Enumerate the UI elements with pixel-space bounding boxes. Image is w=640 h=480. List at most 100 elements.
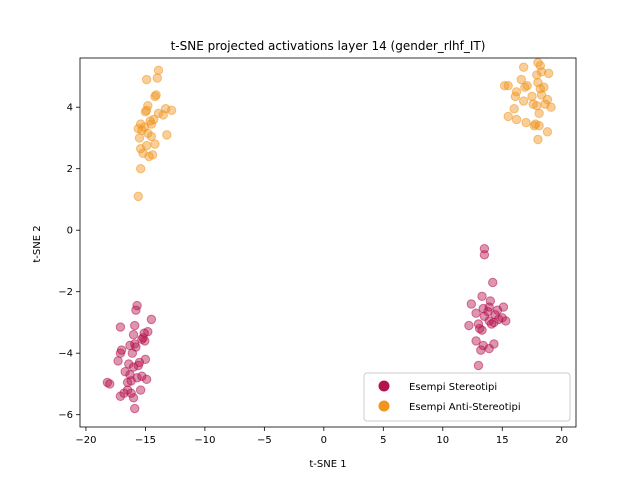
points-layer <box>102 57 556 414</box>
scatter-point-s0-18 <box>113 356 123 366</box>
scatter-point-s0-26 <box>141 374 152 385</box>
scatter-point-s0-67 <box>476 345 486 355</box>
scatter-point-s1-1 <box>141 74 152 85</box>
scatter-point-s1-22 <box>134 133 145 143</box>
x-tick-label-0: −20 <box>75 435 96 446</box>
scatter-point-s0-38 <box>130 403 140 414</box>
scatter-point-s1-11 <box>158 110 168 120</box>
legend-marker-0 <box>378 380 390 392</box>
scatter-point-s0-55 <box>501 316 511 326</box>
scatter-point-s0-22 <box>133 360 143 371</box>
scatter-point-s1-19 <box>143 128 153 139</box>
scatter-point-s0-20 <box>124 359 134 369</box>
x-tick-label-3: −5 <box>257 435 272 446</box>
scatter-point-s1-32 <box>518 62 529 72</box>
scatter-point-s1-54 <box>546 102 556 112</box>
scatter-point-s0-49 <box>471 308 481 318</box>
scatter-point-s0-47 <box>478 303 488 314</box>
scatter-point-s0-40 <box>479 250 490 260</box>
scatter-point-s1-36 <box>532 70 542 80</box>
scatter-point-s0-33 <box>135 385 146 395</box>
scatter-point-s0-36 <box>115 391 126 401</box>
y-tick-label-3: 0 <box>67 226 73 237</box>
scatter-point-s1-58 <box>511 114 522 125</box>
scatter-point-s0-1 <box>131 305 141 315</box>
scatter-point-s1-4 <box>150 91 160 102</box>
scatter-point-s1-64 <box>533 134 543 145</box>
x-tick-label-2: −10 <box>194 435 215 446</box>
scatter-point-s1-59 <box>521 117 531 128</box>
y-tick-label-5: 4 <box>67 103 73 114</box>
scatter-point-s1-56 <box>534 108 544 119</box>
scatter-point-s1-0 <box>153 65 164 76</box>
scatter-point-s0-37 <box>128 393 139 403</box>
scatter-point-s0-63 <box>471 336 481 346</box>
plot-frame <box>79 57 577 428</box>
x-tick-label-5: 5 <box>380 435 386 446</box>
scatter-point-s1-63 <box>542 127 553 137</box>
x-axis-label: t-SNE 1 <box>309 459 346 470</box>
scatter-point-s1-40 <box>499 80 510 91</box>
scatter-point-s1-62 <box>529 120 540 131</box>
scatter-point-s0-16 <box>127 348 138 358</box>
scatter-point-s0-4 <box>115 322 126 332</box>
legend-marker-1 <box>378 400 390 412</box>
scatter-point-s1-9 <box>141 105 152 115</box>
x-tick-label-1: −15 <box>135 435 156 446</box>
scatter-point-s0-32 <box>122 385 133 395</box>
scatter-point-s1-28 <box>147 150 158 160</box>
y-tick-label-1: −4 <box>58 349 73 360</box>
legend: Esempi Stereotipi Esempi Anti-Stereotipi <box>363 372 571 422</box>
scatter-point-s0-62 <box>474 323 485 334</box>
scatter-point-s0-68 <box>473 360 484 371</box>
scatter-point-s0-29 <box>122 377 133 388</box>
scatter-point-s1-30 <box>133 191 143 202</box>
scatter-point-s1-47 <box>527 91 537 102</box>
scatter-point-s1-42 <box>520 82 530 92</box>
x-axis: −20 −15 −10 −5 0 5 10 15 20 <box>75 427 568 446</box>
scatter-point-s0-6 <box>143 326 153 337</box>
scatter-point-s1-49 <box>542 94 553 105</box>
scatter-point-s0-34 <box>119 388 129 398</box>
x-tick-label-4: 0 <box>321 435 327 446</box>
scatter-point-s1-55 <box>509 104 519 114</box>
scatter-point-s0-44 <box>466 299 477 309</box>
x-tick-label-8: 20 <box>555 435 568 446</box>
scatter-point-s0-3 <box>130 320 140 331</box>
scatter-point-s1-57 <box>503 111 513 122</box>
scatter-point-s1-23 <box>150 139 160 149</box>
scatter-point-s0-41 <box>488 277 498 288</box>
scatter-point-s1-50 <box>518 96 529 106</box>
y-axis-label: t-SNE 2 <box>32 225 43 262</box>
scatter-point-s0-14 <box>115 348 126 358</box>
scatter-point-s0-59 <box>464 320 474 331</box>
x-tick-label-7: 15 <box>496 435 509 446</box>
scatter-point-s0-66 <box>484 343 494 354</box>
legend-label-1: Esempi Anti-Stereotipi <box>409 402 521 413</box>
y-tick-label-0: −6 <box>58 410 73 421</box>
scatter-point-s0-2 <box>146 314 157 325</box>
scatter-point-s1-13 <box>149 114 159 125</box>
scatter-point-s0-42 <box>477 291 487 302</box>
scatter-point-s0-10 <box>137 334 147 345</box>
scatter-point-s0-31 <box>105 379 115 389</box>
scatter-point-s0-23 <box>120 366 130 377</box>
scatter-point-s1-61 <box>534 120 544 131</box>
chart-title: t-SNE projected activations layer 14 (ge… <box>171 39 486 53</box>
x-tick-label-6: 10 <box>436 435 449 446</box>
scatter-point-s0-56 <box>493 314 504 325</box>
y-tick-label-2: −2 <box>58 287 73 298</box>
legend-box <box>363 372 571 422</box>
scatter-point-s1-2 <box>152 73 163 83</box>
scatter-point-s1-37 <box>516 74 526 85</box>
scatter-point-s1-25 <box>135 144 146 154</box>
legend-label-0: Esempi Stereotipi <box>409 382 497 393</box>
y-axis: −6 −4 −2 0 2 4 <box>58 103 80 421</box>
scatter-point-s1-21 <box>146 131 157 142</box>
scatter-point-s1-52 <box>532 100 542 111</box>
scatter-point-s0-7 <box>128 330 139 340</box>
scatter-point-s1-20 <box>162 130 172 140</box>
scatter-point-s0-48 <box>492 305 503 315</box>
scatter-point-s1-35 <box>536 67 547 77</box>
